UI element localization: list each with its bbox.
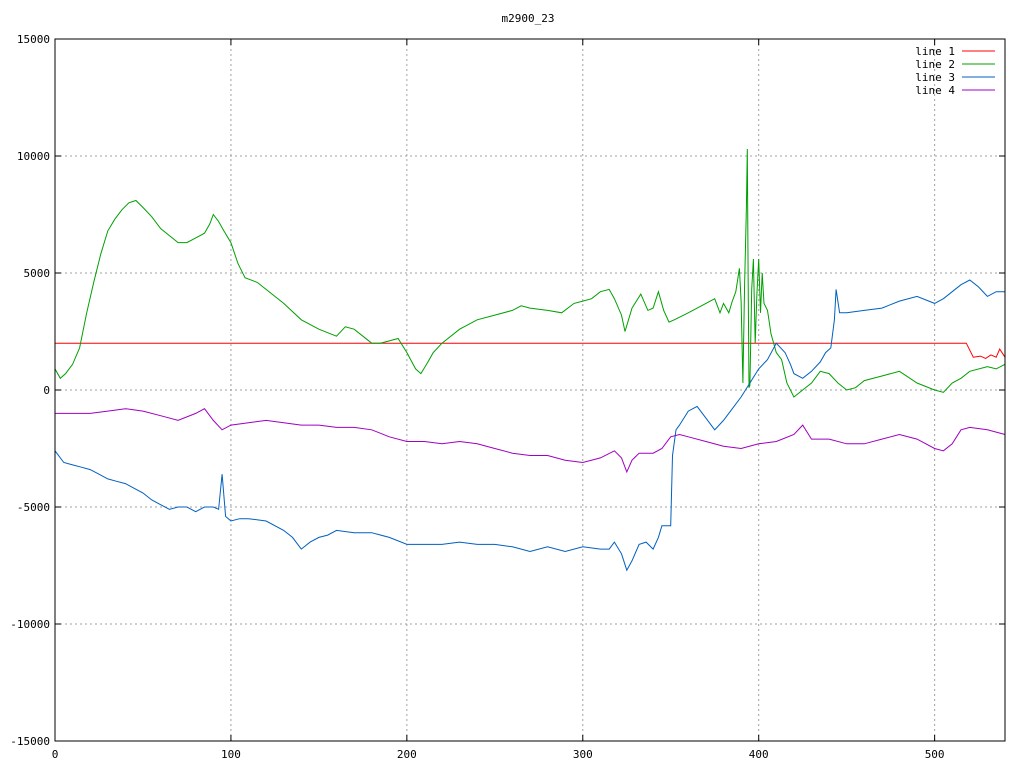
axis-ticks: 0 100 200 300 400 500 -15000 -10000 -5000 0 5000 10…: [10, 33, 1005, 761]
x-tick-label: 400: [749, 748, 769, 761]
y-tick-label: -10000: [10, 618, 50, 631]
legend-label: line 1: [915, 45, 955, 58]
x-tick-label: 300: [573, 748, 593, 761]
x-tick-label: 200: [397, 748, 417, 761]
series-group: [54, 148, 1006, 572]
x-tick-label: 100: [221, 748, 241, 761]
y-tick-label: 5000: [24, 267, 51, 280]
x-tick-label: 500: [925, 748, 945, 761]
legend-label: line 3: [915, 71, 955, 84]
y-tick-label: 15000: [17, 33, 50, 46]
series-line-4: [55, 408, 1006, 474]
y-tick-label: -15000: [10, 735, 50, 748]
grid: [55, 39, 1005, 741]
series-line-2: [54, 148, 1006, 398]
legend-label: line 2: [915, 58, 955, 71]
chart-title: m2900_23: [502, 12, 555, 25]
series-line-1: [55, 342, 1006, 359]
x-tick-label: 0: [52, 748, 59, 761]
y-tick-label: -5000: [17, 501, 50, 514]
legend-label: line 4: [915, 84, 955, 97]
y-tick-label: 0: [43, 384, 50, 397]
series-line-3: [54, 279, 1005, 572]
y-tick-label: 10000: [17, 150, 50, 163]
